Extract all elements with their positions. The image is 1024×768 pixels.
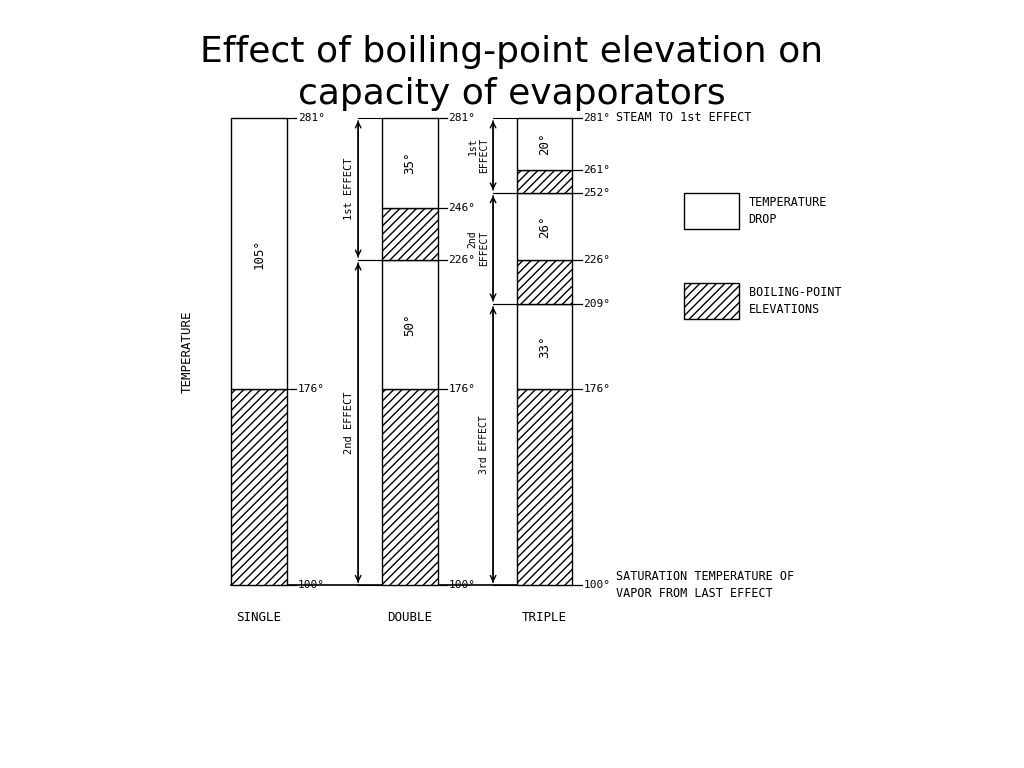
Text: Effect of boiling-point elevation on
capacity of evaporators: Effect of boiling-point elevation on cap…	[201, 35, 823, 111]
Text: 3rd EFFECT: 3rd EFFECT	[479, 415, 489, 474]
Text: 2nd EFFECT: 2nd EFFECT	[344, 392, 354, 454]
Text: 176°: 176°	[298, 384, 325, 394]
Bar	[517, 389, 572, 585]
Text: TEMPERATURE: TEMPERATURE	[181, 310, 194, 393]
Bar	[684, 193, 739, 229]
Text: BOILING-POINT
ELEVATIONS: BOILING-POINT ELEVATIONS	[749, 286, 842, 316]
Bar	[517, 118, 572, 170]
Text: TRIPLE: TRIPLE	[522, 611, 567, 624]
Bar	[382, 118, 437, 208]
Text: 209°: 209°	[584, 299, 610, 309]
Text: 281°: 281°	[449, 113, 475, 123]
Text: 281°: 281°	[584, 113, 610, 123]
Text: 105°: 105°	[253, 239, 265, 269]
Text: 226°: 226°	[584, 255, 610, 265]
Text: DOUBLE: DOUBLE	[387, 611, 432, 624]
Bar	[382, 389, 437, 585]
Text: 226°: 226°	[449, 255, 475, 265]
Text: 50°: 50°	[403, 313, 416, 336]
Text: 2nd
EFFECT: 2nd EFFECT	[468, 230, 489, 266]
Text: 1st EFFECT: 1st EFFECT	[344, 157, 354, 220]
Text: 281°: 281°	[298, 113, 325, 123]
Text: 176°: 176°	[584, 384, 610, 394]
Text: 35°: 35°	[403, 152, 416, 174]
Text: 246°: 246°	[449, 204, 475, 214]
Bar	[517, 260, 572, 304]
Text: 252°: 252°	[584, 188, 610, 198]
Text: 1st
EFFECT: 1st EFFECT	[468, 137, 489, 173]
Bar	[382, 208, 437, 260]
Text: STEAM TO 1st EFFECT: STEAM TO 1st EFFECT	[616, 111, 752, 124]
Text: 20°: 20°	[539, 133, 551, 155]
Bar	[382, 260, 437, 389]
Text: 100°: 100°	[584, 581, 610, 591]
Text: 176°: 176°	[449, 384, 475, 394]
Bar	[517, 304, 572, 389]
Bar	[684, 283, 739, 319]
Text: TEMPERATURE
DROP: TEMPERATURE DROP	[749, 196, 827, 226]
Text: SATURATION TEMPERATURE OF
VAPOR FROM LAST EFFECT: SATURATION TEMPERATURE OF VAPOR FROM LAS…	[616, 571, 795, 601]
Text: 33°: 33°	[539, 336, 551, 358]
Text: 26°: 26°	[539, 215, 551, 237]
Bar	[517, 170, 572, 193]
Bar	[517, 193, 572, 260]
Text: SINGLE: SINGLE	[237, 611, 282, 624]
Bar	[231, 389, 287, 585]
Text: 100°: 100°	[298, 581, 325, 591]
Bar	[231, 118, 287, 389]
Text: 261°: 261°	[584, 164, 610, 174]
Text: 100°: 100°	[449, 581, 475, 591]
